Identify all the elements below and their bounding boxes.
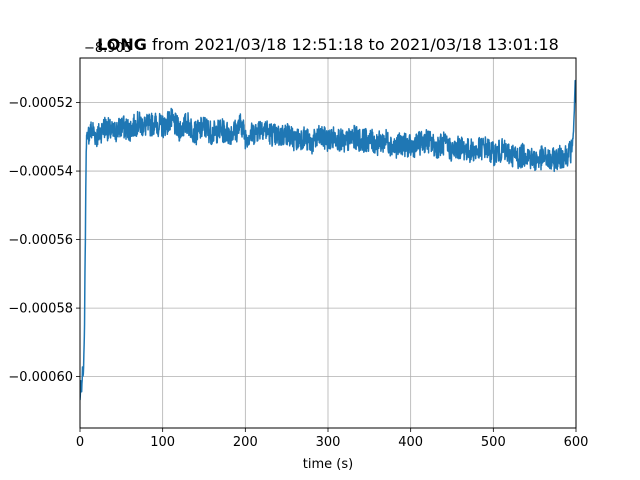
y-tick-label: −0.00058 — [8, 302, 73, 317]
chart-title-rest: from 2021/03/18 12:51:18 to 2021/03/18 1… — [147, 35, 559, 54]
x-tick-label: 200 — [233, 435, 258, 450]
x-tick-label: 500 — [481, 435, 506, 450]
x-tick-label: 300 — [316, 435, 341, 450]
x-tick-label: 100 — [150, 435, 175, 450]
y-tick-label: −0.00060 — [8, 370, 73, 385]
y-axis-ticks: −0.00052 −0.00054 −0.00056 −0.00058 −0.00060 — [8, 96, 80, 385]
x-tick-label: 400 — [398, 435, 423, 450]
x-axis-label: time (s) — [303, 457, 353, 472]
series-group — [80, 79, 576, 401]
y-tick-label: −0.00052 — [8, 96, 73, 111]
x-tick-label: 0 — [76, 435, 84, 450]
chart-title: LONG from 2021/03/18 12:51:18 to 2021/03… — [97, 35, 559, 54]
y-tick-label: −0.00056 — [8, 233, 73, 248]
x-tick-label: 600 — [564, 435, 589, 450]
y-offset-label: −8.905 — [84, 41, 132, 56]
series-line — [80, 79, 576, 401]
chart-title-bold: LONG — [97, 35, 147, 54]
grid-lines — [79, 58, 577, 428]
x-axis-ticks: 0 100 200 300 400 500 600 — [76, 428, 589, 450]
y-tick-label: −0.00054 — [8, 165, 73, 180]
